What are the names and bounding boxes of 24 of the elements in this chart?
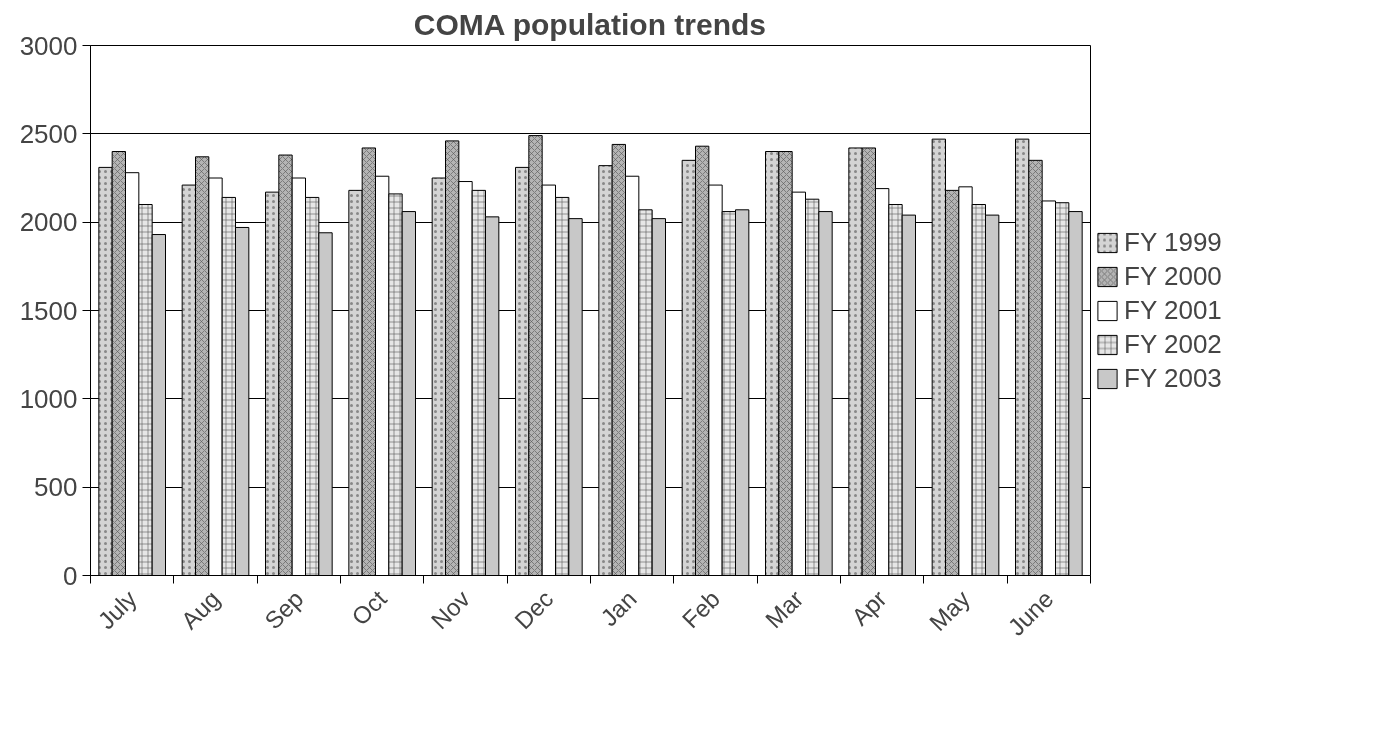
y-tick-label: 1500 <box>19 295 78 326</box>
legend-label: FY 2002 <box>1124 328 1222 360</box>
legend-label: FY 1999 <box>1124 226 1222 258</box>
x-tick-label: Mar <box>760 584 809 634</box>
x-tick-label: Dec <box>509 584 559 635</box>
legend-label: FY 2003 <box>1124 362 1222 394</box>
x-tick-label: May <box>923 584 976 637</box>
legend-label: FY 2000 <box>1124 260 1222 292</box>
x-tick-label: Apr <box>846 584 892 631</box>
y-tick-label: 500 <box>34 472 78 503</box>
x-tick-label: Feb <box>676 584 726 634</box>
x-tick-label: Nov <box>425 584 476 635</box>
legend-label: FY 2001 <box>1124 294 1222 326</box>
x-tick-label: Aug <box>175 584 226 635</box>
y-tick-label: 2000 <box>19 207 78 238</box>
x-tick-label: Sep <box>259 584 309 635</box>
x-tick-label: July <box>92 584 142 635</box>
y-tick-label: 1000 <box>19 383 78 414</box>
chart-title: COMA population trends <box>413 7 767 41</box>
x-tick-label: Oct <box>346 584 392 631</box>
y-tick-label: 3000 <box>19 30 78 61</box>
y-tick-label: 0 <box>63 560 78 591</box>
y-tick-label: 2500 <box>19 118 78 149</box>
x-tick-label: Jan <box>595 584 642 632</box>
